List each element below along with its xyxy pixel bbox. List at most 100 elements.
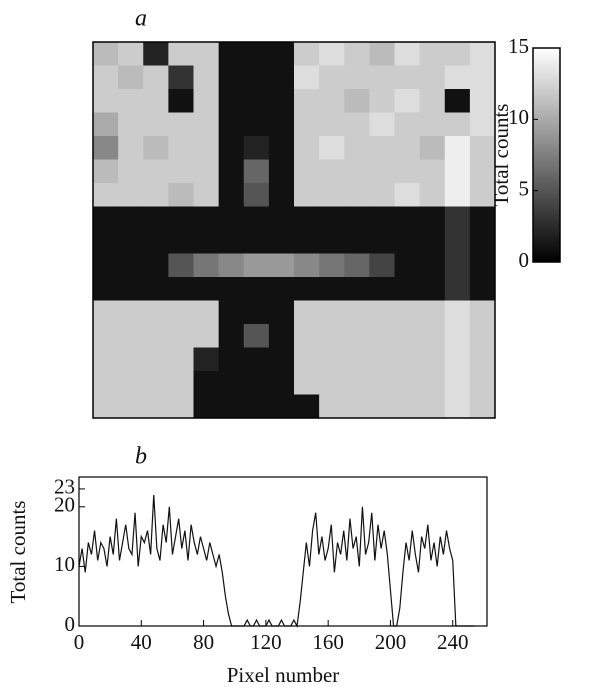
heatmap-cell (218, 159, 245, 184)
heatmap-cell (143, 136, 169, 160)
heatmap-cell (143, 394, 169, 419)
heatmap-cell (369, 371, 395, 395)
heatmap-cell (419, 42, 446, 66)
heatmap-cell (469, 136, 496, 160)
heatmap-cell (93, 183, 119, 207)
heatmap-cell (143, 42, 169, 66)
heatmap-cell (369, 42, 395, 66)
heatmap-cell (143, 89, 169, 113)
heatmap-cell (369, 300, 395, 325)
heatmap-cell (168, 206, 194, 231)
heatmap-cell (419, 253, 446, 278)
heatmap-cell (118, 183, 144, 207)
heatmap-cell (419, 277, 446, 301)
heatmap-cell (469, 394, 496, 419)
heatmap-cell (444, 42, 471, 66)
heatmap-cell (469, 65, 496, 90)
heatmap-cell (294, 136, 320, 160)
heatmap-cell (319, 324, 345, 348)
heatmap-cell (218, 206, 245, 231)
heatmap-cell (344, 324, 370, 348)
heatmap-cell (268, 183, 295, 207)
heatmap-cell (419, 371, 446, 395)
heatmap-cell (419, 347, 446, 372)
heatmap-cell (319, 159, 345, 184)
heatmap-cell (369, 394, 395, 419)
heatmap-cell (193, 300, 220, 325)
heatmap-cell (394, 347, 421, 372)
heatmap-cell (168, 394, 194, 419)
x-axis-label: Pixel number (227, 663, 340, 687)
heatmap-cell (118, 371, 144, 395)
heatmap-cell (93, 324, 119, 348)
heatmap-cell (344, 394, 370, 419)
y-tick-label: 23 (54, 475, 75, 499)
heatmap-cell (218, 230, 245, 254)
heatmap-cell (243, 65, 270, 90)
heatmap-cell (93, 277, 119, 301)
heatmap-cell (168, 371, 194, 395)
heatmap-cell (118, 277, 144, 301)
heatmap-cell (243, 394, 270, 419)
heatmap-cell (143, 253, 169, 278)
heatmap-cell (93, 347, 119, 372)
heatmap-cell (369, 65, 395, 90)
heatmap-cell (268, 277, 295, 301)
heatmap-cell (294, 65, 320, 90)
heatmap-cell (394, 394, 421, 419)
heatmap-cell (369, 159, 395, 184)
heatmap-cell (268, 371, 295, 395)
heatmap-cell (394, 206, 421, 231)
heatmap-cell (369, 112, 395, 137)
heatmap-cell (394, 112, 421, 137)
heatmap-cell (344, 206, 370, 231)
heatmap-cell (319, 253, 345, 278)
heatmap-cell (143, 230, 169, 254)
heatmap-cell (143, 112, 169, 137)
heatmap-cell (394, 42, 421, 66)
heatmap-cell (143, 206, 169, 231)
heatmap-cell (394, 89, 421, 113)
heatmap-cell (93, 206, 119, 231)
heatmap-cell (444, 324, 471, 348)
heatmap-cell (394, 324, 421, 348)
heatmap-cell (193, 324, 220, 348)
heatmap-cell (319, 136, 345, 160)
heatmap-cell (294, 347, 320, 372)
heatmap-cell (319, 89, 345, 113)
heatmap-cell (469, 89, 496, 113)
heatmap-cell (394, 300, 421, 325)
heatmap-cell (444, 65, 471, 90)
heatmap-cell (118, 112, 144, 137)
heatmap-cell (419, 394, 446, 419)
heatmap-cell (93, 112, 119, 137)
heatmap-cell (218, 136, 245, 160)
heatmap-cell (419, 183, 446, 207)
heatmap-cell (419, 230, 446, 254)
heatmap-cell (394, 253, 421, 278)
heatmap-cell (294, 324, 320, 348)
heatmap-cell (118, 394, 144, 419)
heatmap-cell (444, 347, 471, 372)
heatmap-cell (243, 230, 270, 254)
data-line (78, 494, 475, 628)
heatmap-cell (168, 159, 194, 184)
heatmap-cell (444, 159, 471, 184)
heatmap-cell (394, 159, 421, 184)
heatmap-cell (419, 206, 446, 231)
heatmap-cell (218, 42, 245, 66)
x-tick-label: 0 (74, 630, 85, 654)
heatmap-cell (118, 159, 144, 184)
colorbar-tick-label: 10 (508, 105, 529, 129)
heatmap-cell (268, 300, 295, 325)
heatmap-cell (168, 347, 194, 372)
heatmap-cell (444, 136, 471, 160)
heatmap-cell (444, 277, 471, 301)
heatmap-cell (218, 347, 245, 372)
heatmap-cell (218, 183, 245, 207)
heatmap-cell (243, 136, 270, 160)
heatmap-cell (268, 136, 295, 160)
heatmap-cell (193, 183, 220, 207)
heatmap-cell (193, 136, 220, 160)
